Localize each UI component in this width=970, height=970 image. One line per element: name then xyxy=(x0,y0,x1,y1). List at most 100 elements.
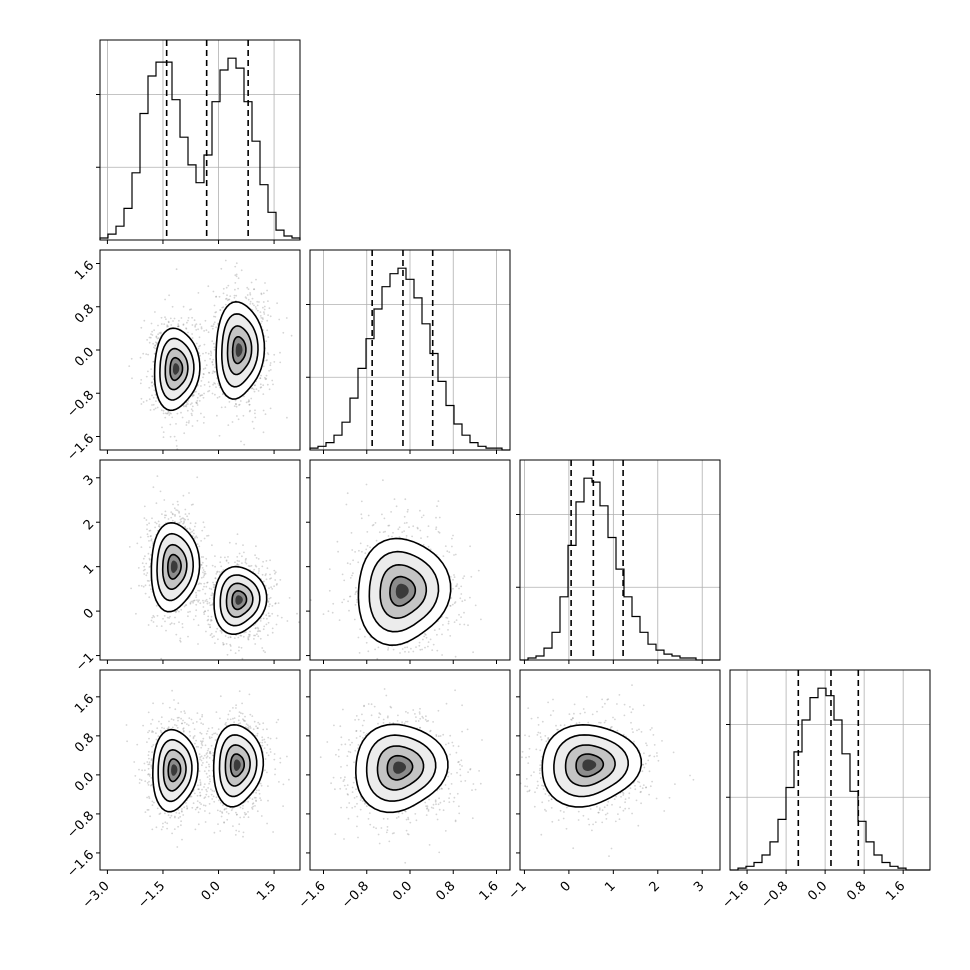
scatter-point xyxy=(420,537,422,539)
scatter-point xyxy=(144,584,147,587)
scatter-point xyxy=(201,567,204,569)
scatter-point xyxy=(153,801,155,804)
scatter-point xyxy=(162,617,164,620)
scatter-point xyxy=(455,619,458,621)
scatter-point xyxy=(203,573,206,575)
y-tick-label: 0 xyxy=(81,606,97,622)
scatter-point xyxy=(210,594,213,597)
scatter-point xyxy=(258,301,260,303)
scatter-point xyxy=(160,409,163,412)
scatter-point xyxy=(205,557,208,560)
scatter-point xyxy=(249,630,251,633)
scatter-point xyxy=(150,535,152,537)
scatter-point xyxy=(259,383,262,386)
scatter-point xyxy=(288,597,291,599)
scatter-point xyxy=(202,569,205,571)
scatter-point xyxy=(212,383,215,386)
scatter-point xyxy=(249,565,251,568)
scatter-point xyxy=(135,612,137,615)
scatter-points xyxy=(125,689,290,848)
scatter-point xyxy=(175,423,177,425)
scatter-point xyxy=(351,549,354,551)
scatter-point xyxy=(157,337,160,339)
scatter-point xyxy=(170,324,173,326)
scatter-point xyxy=(208,371,210,374)
scatter-point xyxy=(196,476,199,479)
scatter-point xyxy=(269,578,271,580)
scatter-point xyxy=(444,545,447,547)
scatter-point xyxy=(148,596,151,599)
scatter-point xyxy=(147,535,150,538)
scatter-point xyxy=(251,387,254,389)
scatter-point xyxy=(211,361,214,364)
scatter-point xyxy=(203,526,206,528)
scatter-point xyxy=(211,372,214,374)
scatter-point xyxy=(369,546,371,549)
contour-line xyxy=(164,347,189,391)
scatter-point xyxy=(200,326,203,328)
scatter-point xyxy=(205,329,208,332)
scatter-point xyxy=(141,562,144,565)
scatter-point xyxy=(361,550,363,553)
scatter-point xyxy=(406,646,409,649)
scatter-point xyxy=(256,626,259,629)
scatter-point xyxy=(169,816,172,819)
scatter-point xyxy=(152,621,155,623)
scatter-point xyxy=(262,431,265,434)
scatter-point xyxy=(262,301,265,303)
scatter-point xyxy=(212,581,214,584)
scatter-point xyxy=(187,421,190,424)
scatter-point xyxy=(204,319,207,322)
scatter-point xyxy=(410,647,412,650)
scatter-point xyxy=(161,426,163,429)
scatter-point xyxy=(477,569,480,572)
scatter-point xyxy=(446,550,449,553)
scatter-point xyxy=(176,726,179,729)
scatter-point xyxy=(374,522,377,524)
scatter-point xyxy=(234,282,237,284)
scatter-point xyxy=(192,599,195,602)
contour-line xyxy=(226,325,253,376)
scatter-point xyxy=(256,309,259,312)
scatter-point xyxy=(208,597,211,600)
scatter-point xyxy=(360,517,363,520)
scatter-point xyxy=(427,525,430,527)
scatter-point xyxy=(220,631,223,634)
scatter-point xyxy=(224,406,227,408)
scatter-point xyxy=(160,323,163,325)
y-tick-label: −1.6 xyxy=(64,431,97,464)
scatter-point xyxy=(266,352,269,354)
scatter-point xyxy=(172,320,174,322)
scatter-point xyxy=(150,322,153,325)
y-tick-label: 3 xyxy=(81,472,97,488)
scatter-point xyxy=(153,352,156,355)
scatter-point xyxy=(274,571,277,574)
scatter-point xyxy=(153,389,156,392)
scatter-point xyxy=(147,711,150,714)
scatter-point xyxy=(250,564,253,567)
scatter-point xyxy=(153,616,156,618)
scatter-point xyxy=(215,295,218,298)
scatter-point xyxy=(237,636,240,639)
scatter-point xyxy=(196,396,199,399)
scatter-point xyxy=(165,629,167,632)
scatter-point xyxy=(268,307,271,310)
scatter-point xyxy=(153,329,156,332)
scatter-point xyxy=(149,336,152,339)
density-level xyxy=(235,595,243,605)
scatter-point xyxy=(215,311,218,313)
scatter-point xyxy=(209,350,212,353)
scatter-point xyxy=(282,331,285,334)
contour-line xyxy=(357,537,452,647)
scatter-point xyxy=(148,386,151,389)
scatter-point xyxy=(262,393,265,395)
panel-frame xyxy=(99,39,301,241)
scatter-point xyxy=(338,619,341,621)
scatter-point xyxy=(225,559,228,562)
scatter-point xyxy=(207,623,210,626)
scatter-point xyxy=(237,287,240,290)
panels: −1.6−0.80.00.81.6−10123−1.6−0.80.00.81.6… xyxy=(64,39,931,912)
scatter-point xyxy=(245,557,247,560)
scatter-point xyxy=(183,405,185,408)
scatter-point xyxy=(220,267,223,270)
